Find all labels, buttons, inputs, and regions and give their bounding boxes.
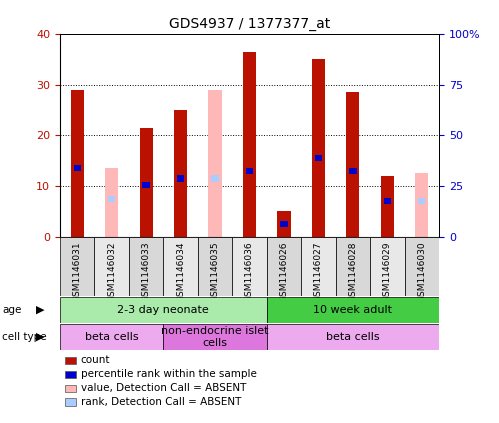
Bar (232, 237, 267, 296)
Bar (177, 176, 184, 181)
Text: value, Detection Call = ABSENT: value, Detection Call = ABSENT (81, 383, 246, 393)
Bar (105, 168, 118, 237)
Text: ▶: ▶ (36, 332, 44, 342)
Text: 2-3 day neonate: 2-3 day neonate (117, 305, 209, 315)
Text: GSM1146035: GSM1146035 (211, 242, 220, 302)
Bar (94, 237, 129, 296)
Bar (163, 237, 198, 296)
Bar (198, 237, 232, 296)
Bar (212, 176, 219, 181)
Text: GSM1146033: GSM1146033 (142, 242, 151, 302)
Bar (174, 110, 187, 237)
Bar (243, 52, 256, 237)
Text: GSM1146032: GSM1146032 (107, 242, 116, 302)
Bar (246, 168, 253, 174)
Bar (315, 155, 322, 161)
Text: ▶: ▶ (36, 305, 44, 315)
Bar (70, 90, 84, 237)
Bar (370, 237, 405, 296)
Text: GSM1146030: GSM1146030 (417, 242, 426, 302)
Text: GSM1146036: GSM1146036 (245, 242, 254, 302)
Bar (336, 237, 370, 296)
Bar (129, 237, 163, 296)
Bar (384, 198, 391, 204)
Text: GSM1146028: GSM1146028 (348, 242, 357, 302)
Bar (280, 221, 287, 227)
Bar (60, 237, 94, 296)
Text: 10 week adult: 10 week adult (313, 305, 392, 315)
Text: beta cells: beta cells (85, 332, 138, 342)
Bar (418, 198, 426, 204)
Bar (73, 165, 81, 171)
Bar (267, 297, 439, 323)
Text: beta cells: beta cells (326, 332, 380, 342)
Bar (60, 324, 163, 350)
Bar (405, 237, 439, 296)
Text: rank, Detection Call = ABSENT: rank, Detection Call = ABSENT (81, 397, 241, 407)
Text: GSM1146031: GSM1146031 (73, 242, 82, 302)
Text: GSM1146027: GSM1146027 (314, 242, 323, 302)
Bar (267, 237, 301, 296)
Text: GSM1146029: GSM1146029 (383, 242, 392, 302)
Bar (267, 324, 439, 350)
Bar (349, 168, 356, 174)
Bar (163, 324, 267, 350)
Text: non-endocrine islet
cells: non-endocrine islet cells (161, 326, 269, 348)
Text: age: age (2, 305, 22, 315)
Text: cell type: cell type (2, 332, 47, 342)
Bar (108, 196, 115, 202)
Bar (301, 237, 336, 296)
Bar (60, 297, 267, 323)
Title: GDS4937 / 1377377_at: GDS4937 / 1377377_at (169, 17, 330, 31)
Bar (143, 181, 150, 188)
Text: percentile rank within the sample: percentile rank within the sample (81, 369, 256, 379)
Bar (312, 59, 325, 237)
Text: GSM1146026: GSM1146026 (279, 242, 288, 302)
Text: count: count (81, 355, 110, 365)
Bar (415, 173, 429, 237)
Bar (209, 90, 222, 237)
Text: GSM1146034: GSM1146034 (176, 242, 185, 302)
Bar (140, 128, 153, 237)
Bar (277, 212, 290, 237)
Bar (381, 176, 394, 237)
Bar (346, 92, 359, 237)
